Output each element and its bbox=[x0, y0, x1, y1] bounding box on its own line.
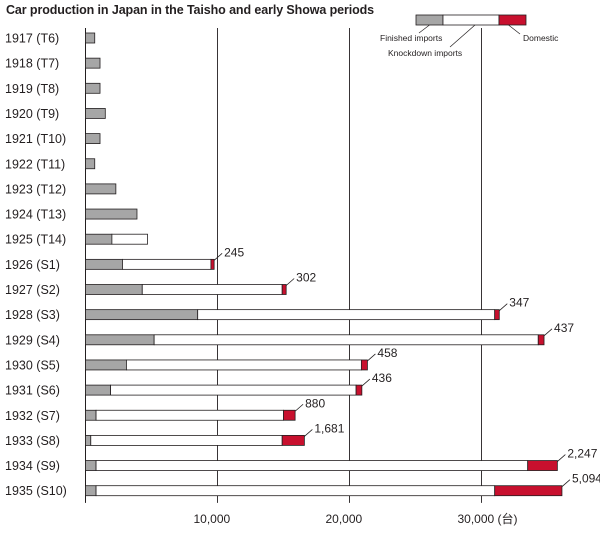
bar-finished-imports bbox=[85, 208, 138, 220]
category-label: 1922 (T11) bbox=[5, 157, 65, 171]
bar-domestic bbox=[281, 284, 287, 295]
bar-knockdown-imports bbox=[111, 233, 148, 245]
category-label: 1927 (S2) bbox=[5, 283, 60, 297]
category-label: 1935 (S10) bbox=[5, 484, 67, 498]
bar-knockdown-imports bbox=[95, 460, 529, 471]
category-label: 1926 (S1) bbox=[5, 258, 60, 272]
bar-finished-imports bbox=[85, 233, 113, 245]
x-tick-label: 20,000 bbox=[326, 512, 363, 526]
bar-finished-imports bbox=[85, 284, 143, 295]
bar-domestic bbox=[360, 359, 368, 371]
bar-domestic bbox=[283, 409, 296, 421]
bar-finished-imports bbox=[85, 460, 97, 471]
legend-leader bbox=[418, 24, 430, 34]
data-label: 347 bbox=[509, 296, 529, 310]
bar-knockdown-imports bbox=[153, 334, 539, 346]
data-label: 302 bbox=[296, 271, 316, 285]
legend-label-domestic: Domestic bbox=[523, 33, 559, 43]
bar-finished-imports bbox=[85, 183, 117, 195]
bar-knockdown-imports bbox=[126, 359, 362, 371]
bar-finished-imports bbox=[85, 258, 123, 270]
legend-swatch-domestic bbox=[498, 14, 527, 26]
bar-finished-imports bbox=[85, 133, 101, 145]
bar-domestic bbox=[537, 334, 545, 346]
data-label-leader bbox=[213, 253, 223, 261]
category-label: 1923 (T12) bbox=[5, 182, 66, 196]
data-label: 458 bbox=[377, 346, 397, 360]
bar-domestic bbox=[355, 384, 363, 396]
bar-finished-imports bbox=[85, 82, 101, 94]
data-label: 2,247 bbox=[567, 447, 597, 461]
category-label: 1930 (S5) bbox=[5, 358, 60, 372]
data-label-leader bbox=[367, 353, 376, 362]
data-label: 5,094 bbox=[572, 472, 600, 486]
category-label: 1918 (T7) bbox=[5, 57, 59, 71]
bar-domestic bbox=[210, 258, 215, 270]
category-label: 1924 (T13) bbox=[5, 208, 66, 222]
bar-finished-imports bbox=[85, 359, 127, 371]
data-label-leader bbox=[557, 454, 566, 462]
legend-swatch-knockdown-imports bbox=[442, 14, 500, 26]
category-label: 1925 (T14) bbox=[5, 233, 66, 247]
bar-knockdown-imports bbox=[95, 485, 496, 497]
category-label: 1919 (T8) bbox=[5, 82, 59, 96]
bar-domestic bbox=[281, 434, 305, 446]
category-label: 1921 (T10) bbox=[5, 132, 66, 146]
data-label-leader bbox=[361, 378, 371, 387]
data-label-leader bbox=[294, 403, 304, 412]
bar-knockdown-imports bbox=[122, 258, 212, 270]
legend-swatches bbox=[415, 14, 527, 48]
data-label-leader bbox=[543, 328, 553, 337]
legend-label-knockdown-imports: Knockdown imports bbox=[388, 48, 463, 58]
bar-finished-imports bbox=[85, 158, 96, 170]
data-label: 245 bbox=[224, 245, 244, 259]
category-label: 1934 (S9) bbox=[5, 459, 60, 473]
data-label: 880 bbox=[305, 396, 325, 410]
data-label-leader bbox=[561, 479, 571, 488]
x-tick-label: 30,000 (台) bbox=[458, 511, 518, 526]
chart-title: Car production in Japan in the Taisho an… bbox=[6, 3, 375, 17]
data-label-leader bbox=[285, 278, 295, 286]
legend-leader bbox=[508, 24, 521, 35]
bar-finished-imports bbox=[85, 485, 97, 497]
bar-domestic bbox=[494, 485, 563, 497]
bar-knockdown-imports bbox=[90, 434, 283, 446]
bar-finished-imports bbox=[85, 57, 101, 69]
bar-domestic bbox=[527, 460, 558, 471]
legend-swatch-finished-imports bbox=[415, 14, 444, 26]
bar-knockdown-imports bbox=[110, 384, 357, 396]
category-label: 1920 (T9) bbox=[5, 107, 59, 121]
data-label: 437 bbox=[554, 321, 574, 335]
bar-knockdown-imports bbox=[197, 309, 496, 321]
category-label: 1928 (S3) bbox=[5, 308, 60, 322]
bar-finished-imports bbox=[85, 434, 92, 446]
category-label: 1917 (T6) bbox=[5, 32, 59, 46]
category-label: 1929 (S4) bbox=[5, 333, 60, 347]
bar-finished-imports bbox=[85, 409, 97, 421]
bar-finished-imports bbox=[85, 309, 199, 321]
bar-knockdown-imports bbox=[141, 284, 283, 295]
category-label: 1933 (S8) bbox=[5, 434, 60, 448]
data-label: 1,681 bbox=[314, 421, 344, 435]
category-label: 1931 (S6) bbox=[5, 384, 60, 398]
bar-finished-imports bbox=[85, 32, 96, 44]
data-label: 436 bbox=[372, 371, 392, 385]
bar-finished-imports bbox=[85, 334, 155, 346]
legend-label-finished-imports: Finished imports bbox=[380, 33, 443, 43]
bar-finished-imports bbox=[85, 384, 111, 396]
bar-knockdown-imports bbox=[95, 409, 284, 421]
bar-finished-imports bbox=[85, 108, 106, 119]
bar-domestic bbox=[494, 309, 500, 321]
category-label: 1932 (S7) bbox=[5, 409, 60, 423]
legend-leader bbox=[449, 24, 476, 48]
data-label-leader bbox=[304, 429, 313, 437]
x-tick-label: 10,000 bbox=[194, 512, 231, 526]
data-label-leader bbox=[499, 303, 508, 311]
